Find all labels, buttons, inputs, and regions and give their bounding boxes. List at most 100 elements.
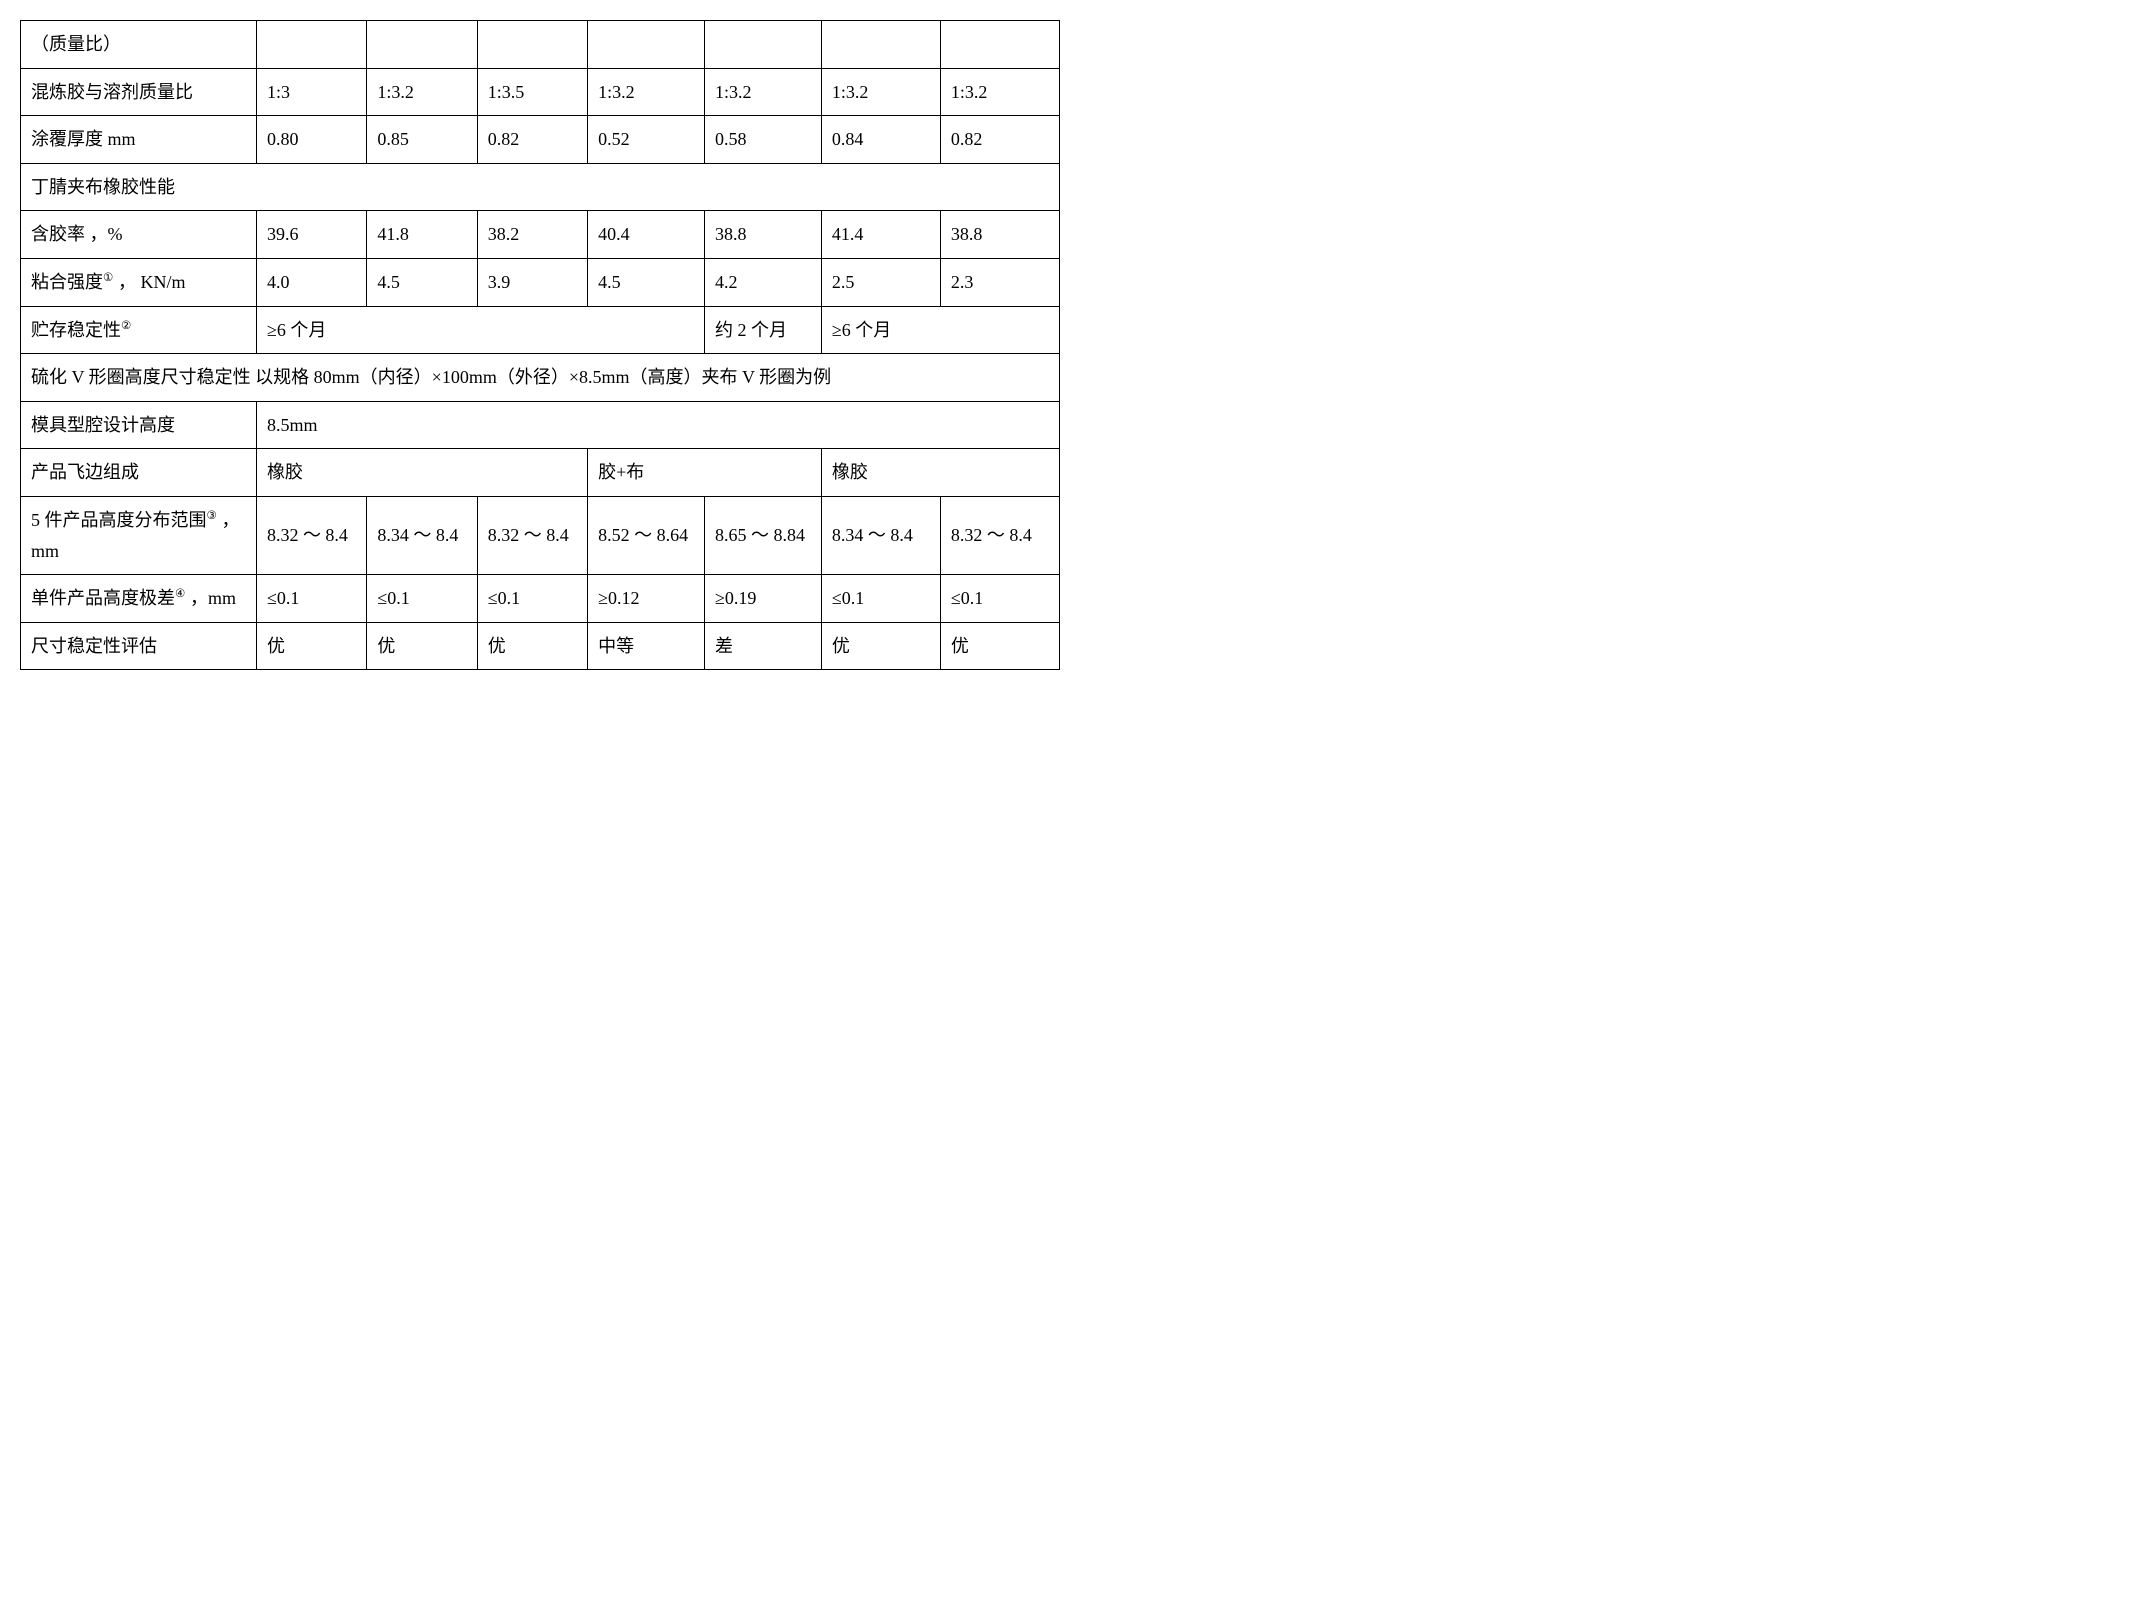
cell: 胶+布: [588, 449, 822, 497]
table-row: 单件产品高度极差④ ，mm ≤0.1 ≤0.1 ≤0.1 ≥0.12 ≥0.19…: [21, 575, 1060, 623]
cell: ≤0.1: [367, 575, 477, 623]
cell: [256, 21, 366, 69]
table-row: 模具型腔设计高度 8.5mm: [21, 401, 1060, 449]
label-sup: ③: [207, 509, 217, 522]
cell: 0.58: [704, 116, 821, 164]
label-post: ，mm: [185, 588, 236, 608]
cell: 8.32 ～ 8.4: [940, 496, 1059, 574]
cell: 4.2: [704, 258, 821, 306]
cell: 38.8: [940, 211, 1059, 259]
cell: 4.5: [367, 258, 477, 306]
cell: 39.6: [256, 211, 366, 259]
cell: ≤0.1: [821, 575, 940, 623]
cell: [477, 21, 587, 69]
cell: 差: [704, 622, 821, 670]
cell: 0.82: [477, 116, 587, 164]
cell: 优: [256, 622, 366, 670]
cell: 0.52: [588, 116, 705, 164]
cell: 8.65 ～ 8.84: [704, 496, 821, 574]
cell: 2.5: [821, 258, 940, 306]
cell: 0.85: [367, 116, 477, 164]
cell: 1:3.2: [367, 68, 477, 116]
cell: 0.82: [940, 116, 1059, 164]
cell: 8.32 ～ 8.4: [256, 496, 366, 574]
row-label: 5 件产品高度分布范围③ ，mm: [21, 496, 257, 574]
cell: 8.52 ～ 8.64: [588, 496, 705, 574]
cell: 1:3.2: [588, 68, 705, 116]
section-header: 丁腈夹布橡胶性能: [21, 163, 1060, 211]
row-label: 单件产品高度极差④ ，mm: [21, 575, 257, 623]
label-pre: 5 件产品高度分布范围: [31, 510, 207, 530]
cell: 优: [940, 622, 1059, 670]
cell: 4.0: [256, 258, 366, 306]
table-row: 丁腈夹布橡胶性能: [21, 163, 1060, 211]
cell: 0.84: [821, 116, 940, 164]
cell: 8.32 ～ 8.4: [477, 496, 587, 574]
table-row: 混炼胶与溶剂质量比 1:3 1:3.2 1:3.5 1:3.2 1:3.2 1:…: [21, 68, 1060, 116]
label-post: ， KN/m: [113, 272, 185, 292]
cell: ≤0.1: [477, 575, 587, 623]
table-row: 涂覆厚度 mm 0.80 0.85 0.82 0.52 0.58 0.84 0.…: [21, 116, 1060, 164]
table-row: 粘合强度① ， KN/m 4.0 4.5 3.9 4.5 4.2 2.5 2.3: [21, 258, 1060, 306]
row-label: 贮存稳定性②: [21, 306, 257, 354]
cell: ≥0.19: [704, 575, 821, 623]
label-sup: ④: [175, 587, 185, 600]
row-label: 粘合强度① ， KN/m: [21, 258, 257, 306]
row-label: 涂覆厚度 mm: [21, 116, 257, 164]
cell: 4.5: [588, 258, 705, 306]
cell: 40.4: [588, 211, 705, 259]
cell: ≥6 个月: [821, 306, 1059, 354]
cell: 8.5mm: [256, 401, 1059, 449]
cell: 38.8: [704, 211, 821, 259]
cell: [588, 21, 705, 69]
cell: 0.80: [256, 116, 366, 164]
cell: 41.8: [367, 211, 477, 259]
row-label: 尺寸稳定性评估: [21, 622, 257, 670]
row-label: （质量比）: [21, 21, 257, 69]
cell: 1:3.2: [940, 68, 1059, 116]
row-label: 含胶率 ，%: [21, 211, 257, 259]
cell: ≥0.12: [588, 575, 705, 623]
label-sup: ①: [103, 271, 113, 284]
cell: 1:3.2: [704, 68, 821, 116]
label-sup: ②: [121, 319, 131, 332]
cell: ≤0.1: [940, 575, 1059, 623]
cell: 优: [821, 622, 940, 670]
data-table: （质量比） 混炼胶与溶剂质量比 1:3 1:3.2 1:3.5 1:3.2 1:…: [20, 20, 1060, 670]
cell: 3.9: [477, 258, 587, 306]
cell: 2.3: [940, 258, 1059, 306]
label-pre: 粘合强度: [31, 272, 103, 292]
table-row: 尺寸稳定性评估 优 优 优 中等 差 优 优: [21, 622, 1060, 670]
table-row: 产品飞边组成 橡胶 胶+布 橡胶: [21, 449, 1060, 497]
row-label: 混炼胶与溶剂质量比: [21, 68, 257, 116]
cell: 8.34 ～ 8.4: [367, 496, 477, 574]
table-row: （质量比）: [21, 21, 1060, 69]
table-row: 硫化 V 形圈高度尺寸稳定性 以规格 80mm（内径）×100mm（外径）×8.…: [21, 354, 1060, 402]
cell: [940, 21, 1059, 69]
cell: ≥6 个月: [256, 306, 704, 354]
cell: 优: [477, 622, 587, 670]
cell: 中等: [588, 622, 705, 670]
cell: [704, 21, 821, 69]
cell: 1:3.2: [821, 68, 940, 116]
cell: 41.4: [821, 211, 940, 259]
table-row: 含胶率 ，% 39.6 41.8 38.2 40.4 38.8 41.4 38.…: [21, 211, 1060, 259]
section-header: 硫化 V 形圈高度尺寸稳定性 以规格 80mm（内径）×100mm（外径）×8.…: [21, 354, 1060, 402]
cell: 8.34 ～ 8.4: [821, 496, 940, 574]
cell: 橡胶: [256, 449, 587, 497]
row-label: 模具型腔设计高度: [21, 401, 257, 449]
table-row: 5 件产品高度分布范围③ ，mm 8.32 ～ 8.4 8.34 ～ 8.4 8…: [21, 496, 1060, 574]
cell: 1:3: [256, 68, 366, 116]
cell: 1:3.5: [477, 68, 587, 116]
cell: [367, 21, 477, 69]
cell: 橡胶: [821, 449, 1059, 497]
table-wrapper: （质量比） 混炼胶与溶剂质量比 1:3 1:3.2 1:3.5 1:3.2 1:…: [20, 20, 1060, 670]
label-pre: 贮存稳定性: [31, 320, 121, 340]
cell: [821, 21, 940, 69]
cell: 38.2: [477, 211, 587, 259]
label-pre: 单件产品高度极差: [31, 588, 175, 608]
table-row: 贮存稳定性② ≥6 个月 约 2 个月 ≥6 个月: [21, 306, 1060, 354]
cell: ≤0.1: [256, 575, 366, 623]
row-label: 产品飞边组成: [21, 449, 257, 497]
cell: 约 2 个月: [704, 306, 821, 354]
